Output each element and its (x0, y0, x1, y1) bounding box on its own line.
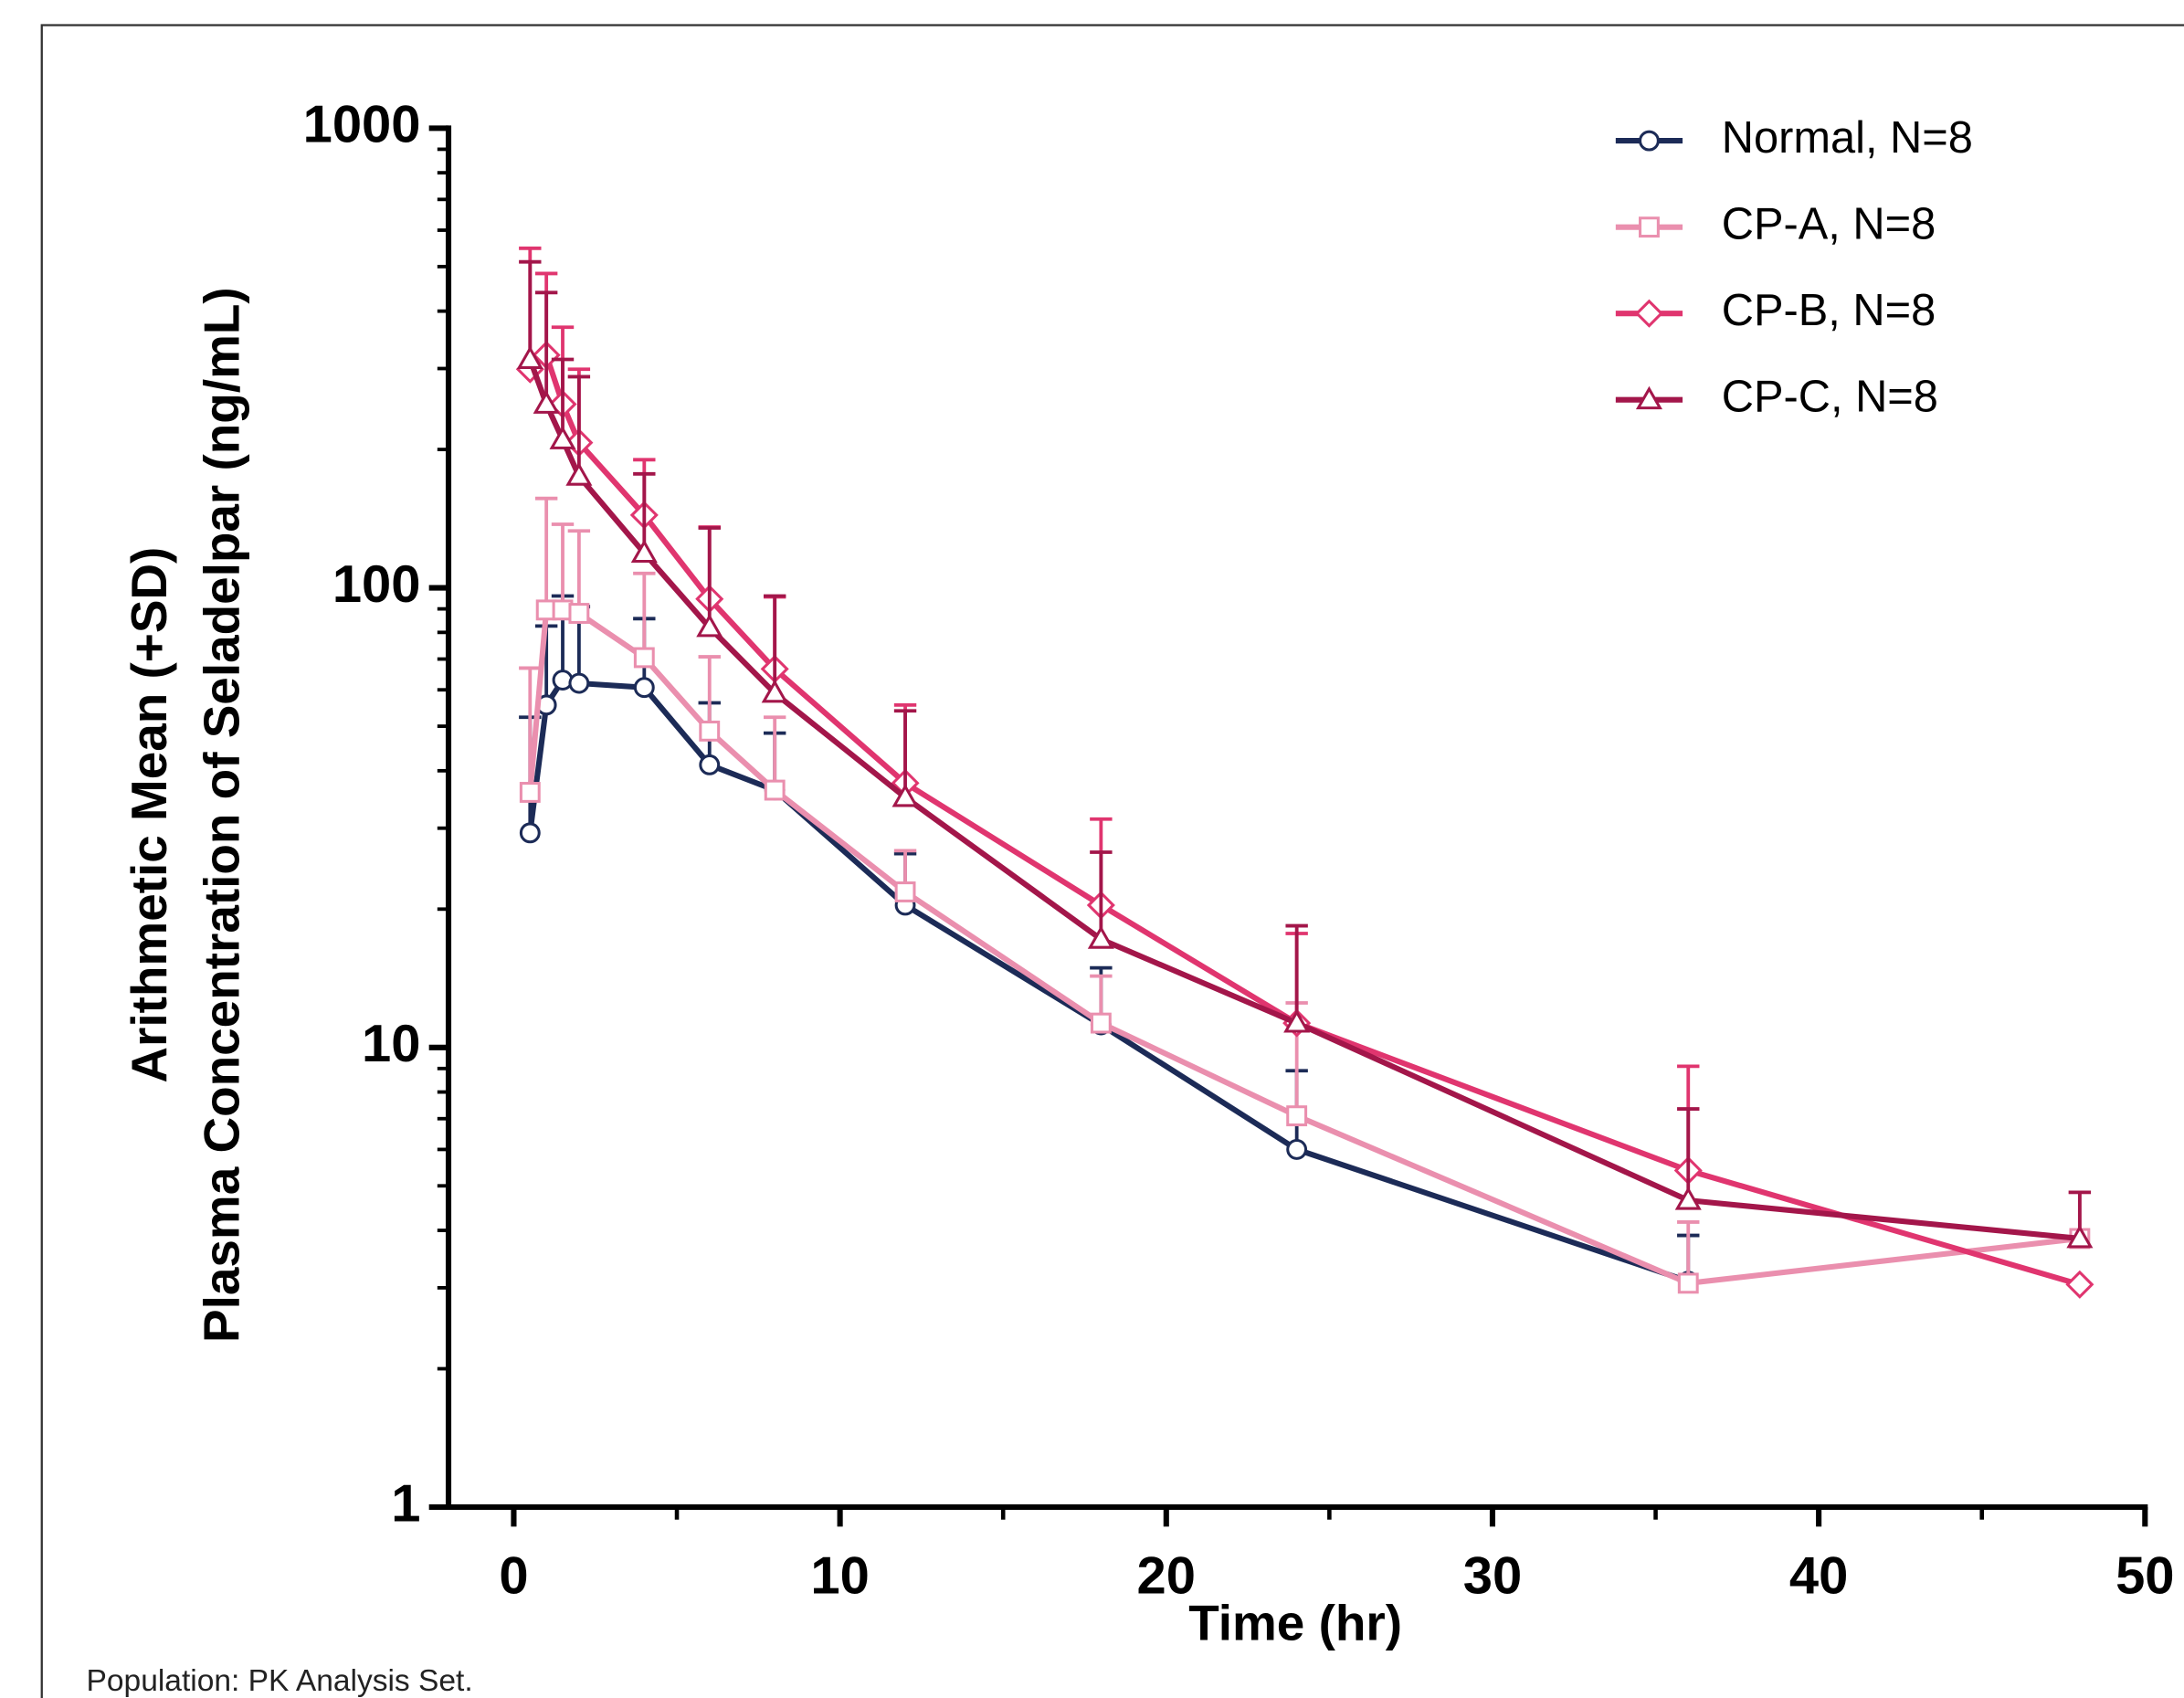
marker (1286, 1138, 1308, 1160)
legend-marker (1639, 130, 1660, 152)
error-bar (763, 715, 786, 791)
x-tick-label: 0 (499, 1547, 528, 1606)
marker (1283, 1009, 1311, 1033)
error-bar (1285, 923, 1308, 1024)
legend-marker (1635, 385, 1662, 410)
error-bar (519, 259, 542, 360)
series (516, 259, 2094, 1249)
marker (1674, 1186, 1702, 1210)
legend-marker (1639, 216, 1660, 238)
marker (892, 784, 919, 807)
error-bar (893, 709, 917, 798)
legend-label: CP-B, N=8 (1722, 286, 1936, 335)
error-bar (534, 290, 558, 405)
error-bar (698, 655, 721, 732)
x-tick-label: 30 (1463, 1547, 1522, 1606)
marker (533, 390, 560, 414)
series-line (527, 606, 2081, 1286)
x-tick-label: 50 (2115, 1547, 2174, 1606)
error-bar (1090, 850, 1113, 940)
frame (40, 24, 2184, 1698)
y-axis-label: Arithmetic Mean (+SD) (121, 547, 177, 1083)
marker (699, 720, 721, 742)
x-tick-label: 20 (1137, 1547, 1196, 1606)
series (519, 496, 2092, 1294)
marker (1286, 1105, 1308, 1127)
error-bar (567, 374, 591, 477)
error-bar (633, 571, 656, 658)
marker (633, 647, 655, 669)
marker (568, 603, 590, 624)
marker (761, 679, 788, 703)
footnote: Population: PK Analysis Set. (87, 1664, 473, 1698)
marker (1090, 1012, 1112, 1034)
marker (516, 345, 543, 369)
error-bar (1677, 1107, 1700, 1201)
y-tick-label: 100 (332, 555, 421, 614)
x-axis-label: Time (hr) (1188, 1595, 1402, 1651)
marker (549, 426, 576, 449)
legend-label: CP-C, N=8 (1722, 373, 1938, 422)
y-axis-label: Plasma Concentration of Seladelpar (ng/m… (194, 287, 250, 1343)
marker (519, 782, 541, 803)
marker (764, 779, 786, 801)
y-tick-label: 10 (362, 1015, 420, 1073)
marker (565, 462, 593, 486)
marker (633, 677, 655, 699)
marker (1087, 925, 1114, 949)
error-bar (763, 594, 786, 693)
error-bar (551, 522, 575, 610)
marker (630, 539, 658, 564)
x-tick-label: 40 (1789, 1547, 1848, 1606)
marker (894, 881, 916, 902)
legend-label: Normal, N=8 (1722, 113, 1973, 163)
marker (2066, 1224, 2094, 1249)
y-tick-label: 1 (391, 1474, 420, 1533)
error-bar (698, 526, 721, 628)
marker (699, 754, 721, 775)
x-tick-label: 10 (810, 1547, 869, 1606)
marker (1677, 1272, 1699, 1294)
error-bar (534, 496, 558, 610)
marker (696, 613, 723, 638)
marker (552, 670, 574, 691)
marker (568, 672, 590, 694)
error-bar (567, 529, 591, 614)
marker (519, 822, 541, 844)
y-tick-label: 1000 (303, 96, 421, 154)
legend-marker (1634, 299, 1663, 328)
legend-label: CP-A, N=8 (1722, 200, 1936, 249)
marker (2065, 1270, 2094, 1299)
